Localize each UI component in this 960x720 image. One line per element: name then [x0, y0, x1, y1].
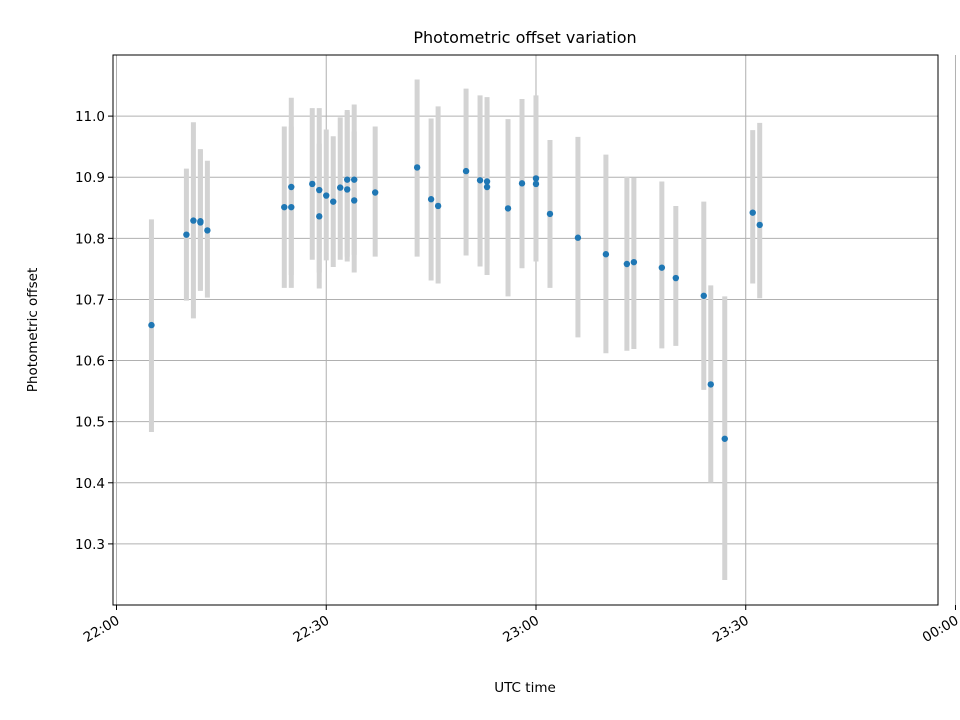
- y-tick-label: 10.4: [75, 476, 105, 492]
- chart-title: Photometric offset variation: [413, 28, 636, 47]
- data-point: [672, 274, 680, 282]
- data-point: [658, 264, 666, 271]
- data-point: [371, 189, 379, 196]
- data-point: [316, 213, 323, 220]
- data-point: [337, 184, 344, 191]
- data-point: [749, 209, 756, 216]
- data-point: [630, 258, 638, 266]
- data-point: [344, 176, 351, 183]
- y-tick-label: 10.7: [75, 292, 105, 308]
- data-point: [700, 292, 707, 299]
- data-point: [476, 177, 484, 184]
- data-point: [721, 435, 728, 442]
- data-point: [288, 183, 295, 191]
- data-point: [602, 251, 610, 258]
- data-point: [483, 183, 491, 191]
- data-point: [281, 203, 288, 211]
- data-point: [756, 221, 763, 229]
- data-point: [413, 164, 421, 171]
- data-point: [204, 227, 211, 234]
- data-point: [288, 203, 295, 211]
- data-point: [504, 205, 512, 212]
- y-tick-label: 10.9: [75, 170, 105, 186]
- data-point: [309, 180, 316, 188]
- data-point: [707, 381, 714, 388]
- data-point: [351, 197, 358, 204]
- data-point: [190, 217, 197, 224]
- data-point: [427, 196, 435, 203]
- data-point: [323, 192, 330, 199]
- data-point: [623, 260, 631, 268]
- data-point: [546, 210, 554, 218]
- data-point: [344, 186, 351, 193]
- y-axis-label: Photometric offset: [25, 268, 41, 392]
- data-point: [316, 186, 323, 194]
- data-point: [183, 231, 190, 238]
- data-point: [532, 180, 540, 188]
- x-axis-label: UTC time: [494, 680, 556, 696]
- data-point: [351, 176, 358, 183]
- data-point: [574, 234, 582, 241]
- data-point: [518, 180, 526, 187]
- y-tick-label: 10.8: [75, 231, 105, 247]
- y-axis-ticks: 10.3 10.4 10.5 10.6 10.7 10.8 10.9 11.0: [75, 109, 113, 553]
- data-point: [434, 202, 442, 210]
- data-point: [148, 321, 155, 329]
- y-tick-label: 11.0: [75, 109, 105, 125]
- data-point: [197, 219, 204, 226]
- plot-frame: [112, 54, 939, 606]
- y-tick-label: 10.6: [75, 354, 105, 370]
- data-point: [532, 175, 540, 182]
- data-point: [462, 167, 470, 175]
- data-point: [483, 178, 491, 185]
- data-point: [330, 198, 337, 205]
- y-tick-label: 10.3: [75, 537, 105, 553]
- data-points: [148, 164, 763, 442]
- y-tick-label: 10.5: [75, 415, 105, 431]
